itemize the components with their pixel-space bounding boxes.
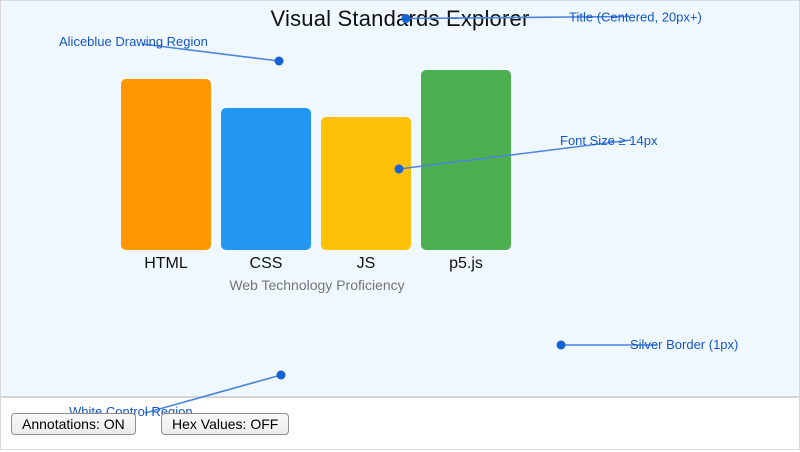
chart-caption: Web Technology Proficiency	[229, 277, 405, 293]
bar-css	[221, 108, 311, 250]
bar-chart: HTML CSS JS p5.js	[1, 1, 799, 398]
bar-label-html: HTML	[144, 255, 188, 272]
bar-label-p5js: p5.js	[449, 255, 483, 272]
aliceblue-drawing-region: Visual Standards Explorer HTML CSS JS p5.js…	[1, 1, 799, 398]
bar-p5js	[421, 70, 511, 250]
bar-js	[321, 117, 411, 250]
hex-values-toggle-button[interactable]: Hex Values: OFF	[161, 413, 290, 435]
bar-label-js: JS	[356, 255, 376, 272]
bar-label-css: CSS	[249, 255, 283, 272]
annotations-toggle-button[interactable]: Annotations: ON	[11, 413, 136, 435]
bar-html	[121, 79, 211, 250]
